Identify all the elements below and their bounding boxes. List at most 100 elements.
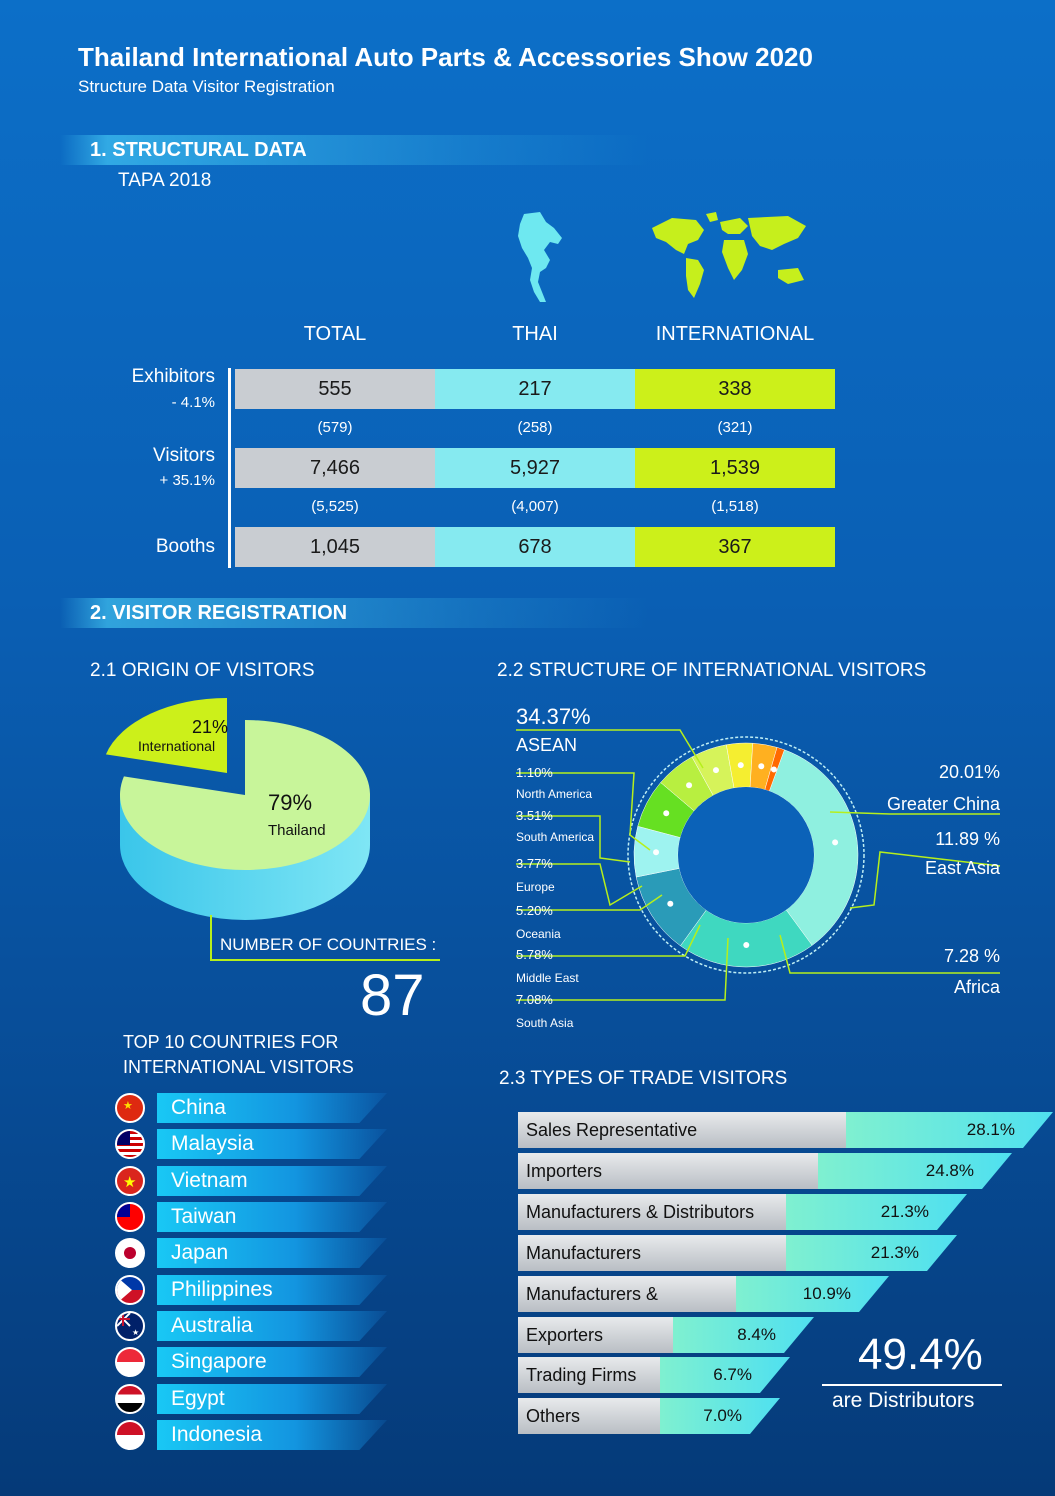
pie-label-international-name: International [138,738,215,754]
type-row: Trading Firms 6.7% [518,1357,790,1393]
donut-label-asean-name: ASEAN [516,735,577,755]
pie-slice-thailand [120,720,370,870]
donut-label-north-america-name: North America [516,787,592,801]
country-row-china: ★ China [115,1093,387,1123]
donut-label-south-america-pct: 3.51% [516,808,553,823]
donut-marker-dot [667,900,674,907]
china-flag-icon: ★ [115,1093,145,1123]
country-name: Philippines [157,1275,387,1305]
prev-exhibitors-total: (579) [317,419,353,436]
row-delta-exhibitors: - 4.1% [171,394,215,411]
type-label: Manufacturers & Distributors [518,1194,786,1230]
col-header-total: TOTAL [303,323,367,345]
countries-connector [210,915,440,961]
singapore-flag-icon [115,1347,145,1377]
type-value-bar: 24.8% [818,1153,1012,1189]
prev-visitors-thai: (4,007) [511,498,559,515]
donut-label-oceania-pct: 5.20% [516,903,553,918]
type-value-bar: 10.9% [736,1276,889,1312]
country-name: Singapore [157,1347,387,1377]
country-row-indonesia: Indonesia [115,1420,387,1450]
type-value-bar: 7.0% [660,1398,780,1434]
donut-label-europe-pct: 3.77% [516,856,553,871]
svg-text:★: ★ [123,1100,133,1112]
type-row: Sales Representative 28.1% [518,1112,1053,1148]
cell-visitors-thai: 5,927 [435,448,635,488]
intl-structure-donut-chart: 34.37% ASEAN 1.10% North America 3.51% S… [516,704,1001,1030]
svg-text:★: ★ [123,1174,136,1191]
cell-exhibitors-international: 338 [635,369,835,409]
country-name: Australia [157,1311,387,1341]
prev-exhibitors-international: (321) [717,419,753,436]
country-row-vietnam: ★ Vietnam [115,1166,387,1196]
type-value-bar: 8.4% [673,1317,814,1353]
cell-booths-international: 367 [635,527,835,567]
donut-label-north-america-pct: 1.10% [516,765,553,780]
country-row-japan: Japan [115,1238,387,1268]
donut-label-south-asia-name: South Asia [516,1016,574,1030]
type-label: Others [518,1398,660,1434]
type-label: Manufacturers & Exporters [518,1276,736,1340]
type-row: Manufacturers & Exporters10.9% [518,1276,889,1340]
type-label: Importers [518,1153,818,1189]
taiwan-flag-icon [115,1202,145,1232]
donut-marker-dot [770,766,777,773]
donut-marker-dot [832,839,839,846]
donut-label-greater-china-name: Greater China [887,794,1001,814]
donut-label-south-america-name: South America [516,830,594,844]
donut-label-oceania-name: Oceania [516,927,561,941]
country-row-taiwan: Taiwan [115,1202,387,1232]
section1-subheading: TAPA 2018 [118,170,212,191]
country-row-philippines: Philippines [115,1275,387,1305]
type-row: Others 7.0% [518,1398,780,1434]
row-label-exhibitors: Exhibitors [131,366,215,387]
row-label-visitors: Visitors [153,445,215,466]
top10-heading-line1: TOP 10 COUNTRIES FOR [123,1032,339,1052]
prev-visitors-international: (1,518) [711,498,759,515]
cell-exhibitors-thai: 217 [435,369,635,409]
structure-heading: 2.2 STRUCTURE OF INTERNATIONAL VISITORS [497,660,927,681]
countries-value: 87 [360,963,425,1028]
donut-outer-ring [627,736,865,974]
country-row-egypt: Egypt [115,1384,387,1414]
col-header-thai: THAI [512,323,558,345]
distributors-label: are Distributors [832,1389,975,1412]
country-row-singapore: Singapore [115,1347,387,1377]
donut-leader-lines [516,729,1001,1001]
type-value-bar: 21.3% [786,1194,967,1230]
svg-text:★: ★ [132,1328,139,1337]
cell-visitors-international: 1,539 [635,448,835,488]
donut-label-middle-east-pct: 5.78% [516,947,553,962]
donut-label-middle-east-name: Middle East [516,971,579,985]
page-subtitle: Structure Data Visitor Registration [78,77,335,96]
donut-label-africa-name: Africa [954,977,1001,997]
type-row: Manufacturers & Distributors 21.3% [518,1194,967,1230]
donut-marker-dot [653,849,660,856]
country-name: Malaysia [157,1129,387,1159]
country-row-australia: ★ Australia [115,1311,387,1341]
pie-label-thailand-pct: 79% [268,790,312,815]
pie-slice-international [105,698,227,773]
top10-heading: TOP 10 COUNTRIES FOR INTERNATIONAL VISIT… [123,1030,354,1080]
donut-marker-dot [712,767,719,774]
type-label: Sales Representative [518,1112,846,1148]
indonesia-flag-icon [115,1420,145,1450]
countries-label: NUMBER OF COUNTRIES : [220,935,437,954]
cell-booths-thai: 678 [435,527,635,567]
cell-booths-total: 1,045 [235,527,435,567]
egypt-flag-icon [115,1384,145,1414]
donut-marker-dot [758,763,765,770]
row-label-booths: Booths [155,536,215,557]
donut-marker-dot [743,941,750,948]
col-header-international: INTERNATIONAL [655,323,815,345]
pie-label-thailand-name: Thailand [268,822,326,839]
row-delta-visitors: + 35.1% [159,472,215,489]
donut-label-east-asia-pct: 11.89 % [935,829,1000,849]
prev-exhibitors-thai: (258) [517,419,553,436]
australia-flag-icon: ★ [115,1311,145,1341]
country-name: Taiwan [157,1202,387,1232]
country-name: Indonesia [157,1420,387,1450]
japan-flag-icon [115,1238,145,1268]
type-label: Trading Firms [518,1357,660,1393]
donut-label-greater-china-pct: 20.01% [939,762,1000,782]
